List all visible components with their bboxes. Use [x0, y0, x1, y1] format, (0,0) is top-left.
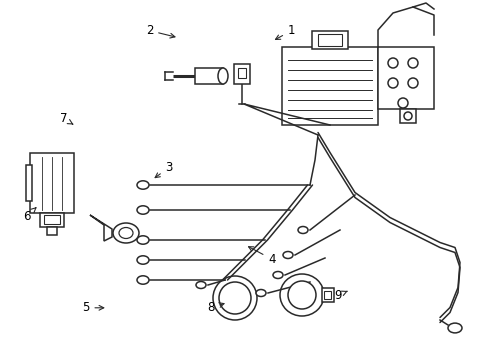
FancyBboxPatch shape	[195, 68, 223, 84]
Ellipse shape	[119, 228, 133, 238]
FancyBboxPatch shape	[26, 165, 32, 201]
Circle shape	[388, 58, 398, 68]
FancyBboxPatch shape	[378, 47, 434, 109]
Ellipse shape	[137, 276, 149, 284]
Ellipse shape	[280, 274, 324, 316]
Circle shape	[388, 78, 398, 88]
FancyBboxPatch shape	[238, 68, 246, 78]
Ellipse shape	[288, 281, 316, 309]
Text: 6: 6	[23, 208, 36, 222]
FancyBboxPatch shape	[318, 34, 342, 46]
Text: 4: 4	[248, 247, 276, 266]
FancyBboxPatch shape	[40, 213, 64, 227]
Ellipse shape	[256, 289, 266, 297]
Ellipse shape	[113, 223, 139, 243]
Text: 1: 1	[275, 24, 295, 40]
Text: 7: 7	[60, 112, 73, 125]
FancyBboxPatch shape	[47, 227, 57, 235]
FancyBboxPatch shape	[282, 47, 378, 125]
FancyBboxPatch shape	[324, 291, 331, 299]
Ellipse shape	[137, 206, 149, 214]
Ellipse shape	[213, 276, 257, 320]
Ellipse shape	[219, 282, 251, 314]
Ellipse shape	[137, 236, 149, 244]
Ellipse shape	[137, 256, 149, 264]
Ellipse shape	[137, 181, 149, 189]
Ellipse shape	[448, 323, 462, 333]
Ellipse shape	[298, 226, 308, 234]
Ellipse shape	[273, 271, 283, 279]
Ellipse shape	[283, 252, 293, 258]
Circle shape	[408, 78, 418, 88]
FancyBboxPatch shape	[234, 64, 250, 84]
FancyBboxPatch shape	[30, 153, 74, 213]
Text: 3: 3	[155, 161, 173, 177]
Text: 2: 2	[146, 24, 175, 38]
Circle shape	[398, 98, 408, 108]
FancyBboxPatch shape	[312, 31, 348, 49]
Text: 8: 8	[207, 301, 224, 314]
FancyBboxPatch shape	[322, 288, 334, 302]
Text: 9: 9	[334, 289, 347, 302]
Ellipse shape	[196, 282, 206, 288]
FancyBboxPatch shape	[44, 215, 60, 224]
FancyBboxPatch shape	[400, 109, 416, 123]
Polygon shape	[90, 215, 112, 241]
Circle shape	[404, 112, 412, 120]
Circle shape	[408, 58, 418, 68]
Ellipse shape	[218, 68, 228, 84]
Text: 5: 5	[82, 301, 104, 314]
